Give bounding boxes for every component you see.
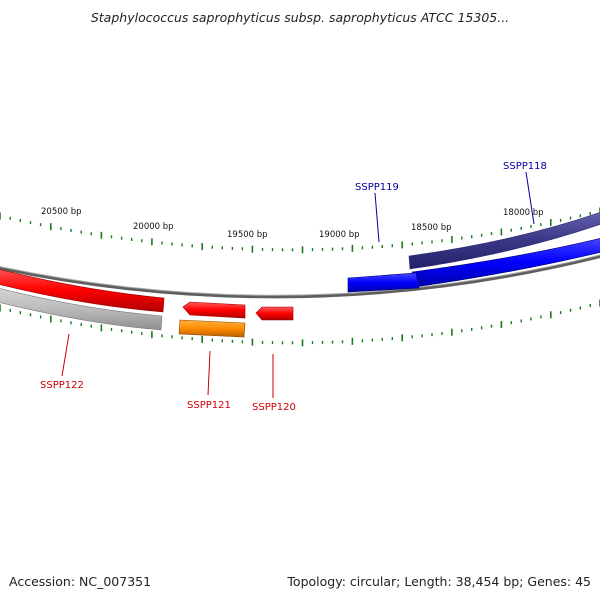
leader-line-sspp118 <box>525 171 535 225</box>
gene-label-sspp121[interactable]: SSPP121 <box>187 400 231 411</box>
cds-feature-sspp122[interactable] <box>0 267 165 313</box>
scale-label-19500: 19500 bp <box>227 230 268 240</box>
leader-line-sspp121 <box>207 350 211 396</box>
scale-label-18000: 18000 bp <box>503 208 544 218</box>
scale-label-19000: 19000 bp <box>319 230 360 240</box>
cds-feature-sspp120[interactable] <box>255 306 294 321</box>
scale-label-20000: 20000 bp <box>133 222 174 232</box>
cds-feature-sspp118[interactable] <box>411 236 600 288</box>
cds-feature-sspp121[interactable] <box>182 301 246 319</box>
gene-label-sspp122[interactable]: SSPP122 <box>40 380 84 391</box>
leader-line-sspp119 <box>374 192 380 243</box>
other-feature-sspp121[interactable] <box>178 319 246 338</box>
scale-label-18500: 18500 bp <box>411 223 452 233</box>
gene-feature-sspp118[interactable] <box>408 209 600 270</box>
gene-label-sspp119[interactable]: SSPP119 <box>355 182 399 193</box>
gene-feature-sspp122[interactable] <box>0 286 163 331</box>
accession-label: Accession: NC_007351 <box>9 574 152 589</box>
inner-scale-ticks <box>0 299 600 347</box>
cds-feature-sspp119[interactable] <box>347 272 420 293</box>
genome-backbone <box>0 254 600 299</box>
gene-label-sspp118[interactable]: SSPP118 <box>503 161 547 172</box>
gene-label-sspp120[interactable]: SSPP120 <box>252 402 296 413</box>
scale-label-20500: 20500 bp <box>41 207 82 217</box>
genome-summary: Topology: circular; Length: 38,454 bp; G… <box>287 574 591 589</box>
leader-line-sspp122 <box>61 333 70 377</box>
map-title: Staphylococcus saprophyticus subsp. sapr… <box>90 10 510 25</box>
outer-scale-ticks <box>0 207 600 254</box>
genome-backbone-highlight <box>0 254 600 296</box>
